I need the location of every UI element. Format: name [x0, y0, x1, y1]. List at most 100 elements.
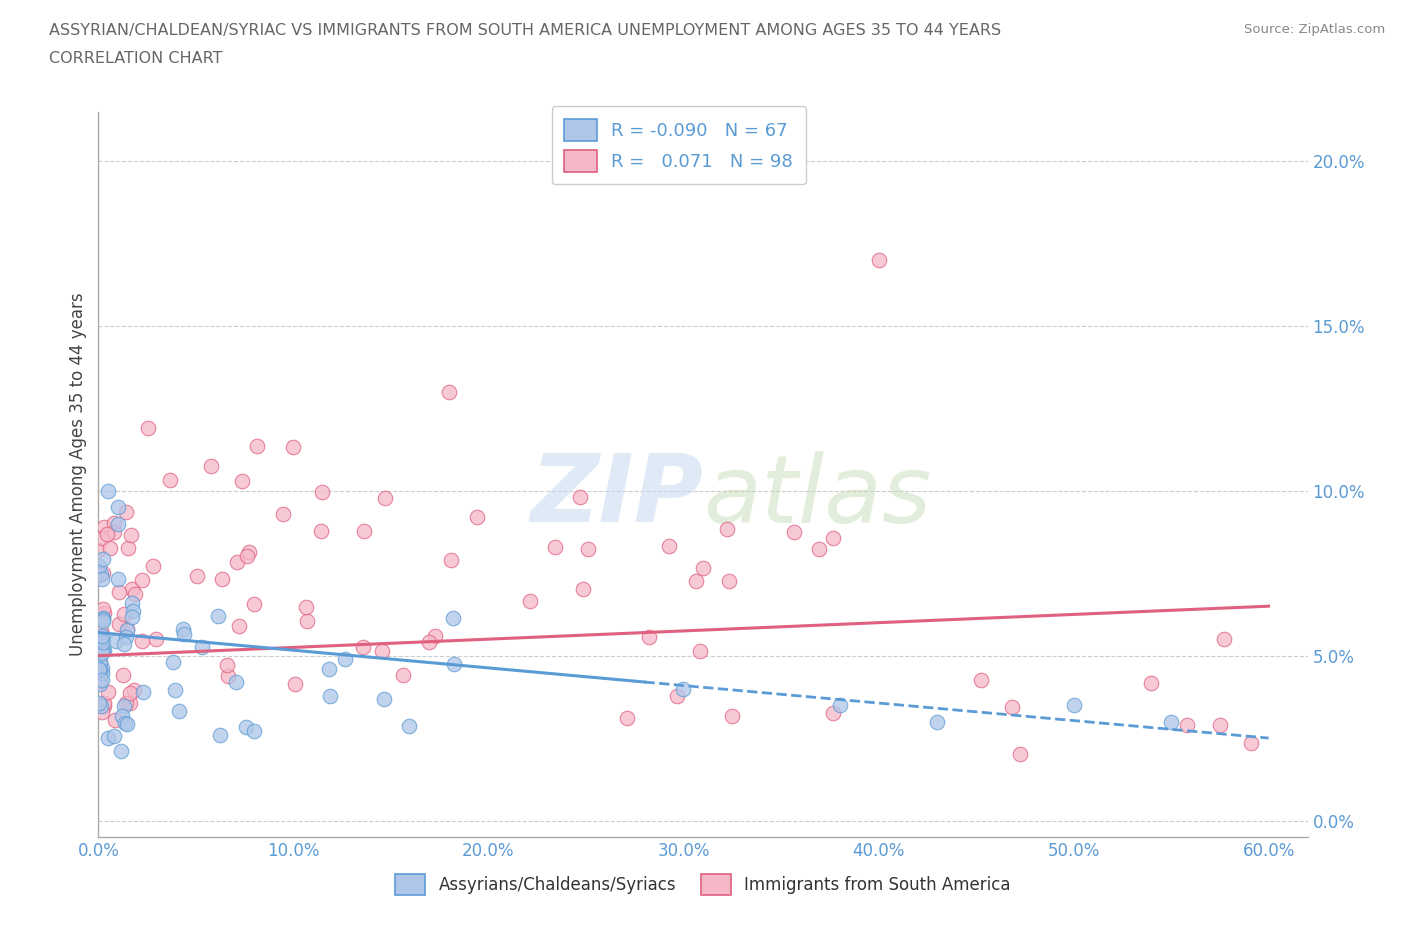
- Point: [89, 662, 111, 677]
- Legend: Assyrians/Chaldeans/Syriacs, Immigrants from South America: Assyrians/Chaldeans/Syriacs, Immigrants …: [388, 868, 1018, 901]
- Point: [371, 644, 394, 658]
- Point: [90, 531, 112, 546]
- Point: [107, 516, 129, 531]
- Point: [104, 712, 127, 727]
- Point: [98, 540, 121, 555]
- Point: [89, 567, 111, 582]
- Point: [692, 561, 714, 576]
- Point: [1001, 699, 1024, 714]
- Point: [425, 629, 447, 644]
- Point: [89, 656, 111, 671]
- Point: [228, 618, 250, 633]
- Point: [576, 541, 599, 556]
- Point: [443, 656, 465, 671]
- Point: [217, 669, 239, 684]
- Point: [638, 629, 661, 644]
- Point: [374, 491, 396, 506]
- Text: CORRELATION CHART: CORRELATION CHART: [49, 51, 222, 66]
- Point: [107, 584, 129, 599]
- Point: [284, 676, 307, 691]
- Point: [441, 610, 464, 625]
- Point: [1212, 631, 1234, 646]
- Point: [136, 420, 159, 435]
- Point: [392, 668, 415, 683]
- Point: [352, 640, 374, 655]
- Point: [131, 633, 153, 648]
- Y-axis label: Unemployment Among Ages 35 to 44 years: Unemployment Among Ages 35 to 44 years: [69, 293, 87, 656]
- Point: [167, 703, 190, 718]
- Point: [115, 696, 138, 711]
- Point: [91, 644, 114, 658]
- Point: [142, 559, 165, 574]
- Point: [90, 631, 112, 646]
- Point: [311, 485, 333, 499]
- Point: [235, 549, 257, 564]
- Point: [90, 632, 112, 647]
- Point: [93, 605, 115, 620]
- Point: [1063, 698, 1085, 712]
- Point: [716, 522, 738, 537]
- Point: [115, 623, 138, 638]
- Point: [311, 524, 333, 538]
- Point: [120, 527, 142, 542]
- Point: [104, 634, 127, 649]
- Point: [159, 472, 181, 487]
- Point: [925, 714, 948, 729]
- Point: [89, 676, 111, 691]
- Point: [112, 637, 135, 652]
- Point: [117, 541, 139, 556]
- Text: ZIP: ZIP: [530, 450, 703, 542]
- Point: [115, 504, 138, 519]
- Point: [172, 621, 194, 636]
- Point: [107, 499, 129, 514]
- Point: [121, 609, 143, 624]
- Point: [89, 695, 111, 710]
- Point: [658, 538, 681, 553]
- Point: [717, 574, 740, 589]
- Point: [318, 661, 340, 676]
- Point: [114, 716, 136, 731]
- Point: [544, 539, 567, 554]
- Point: [821, 530, 844, 545]
- Point: [353, 524, 375, 538]
- Point: [173, 626, 195, 641]
- Point: [672, 681, 695, 696]
- Point: [569, 490, 592, 505]
- Point: [97, 731, 120, 746]
- Point: [297, 614, 319, 629]
- Point: [519, 593, 541, 608]
- Point: [1240, 736, 1263, 751]
- Point: [122, 683, 145, 698]
- Point: [235, 720, 257, 735]
- Point: [319, 689, 342, 704]
- Point: [91, 644, 114, 658]
- Point: [103, 516, 125, 531]
- Point: [89, 673, 111, 688]
- Point: [89, 663, 111, 678]
- Point: [91, 613, 114, 628]
- Point: [163, 683, 186, 698]
- Point: [90, 567, 112, 582]
- Point: [186, 569, 208, 584]
- Point: [90, 625, 112, 640]
- Point: [90, 645, 112, 660]
- Point: [211, 571, 233, 586]
- Point: [398, 719, 420, 734]
- Point: [665, 689, 688, 704]
- Point: [823, 705, 845, 720]
- Point: [90, 644, 112, 658]
- Point: [281, 439, 304, 454]
- Point: [124, 587, 146, 602]
- Point: [93, 520, 115, 535]
- Point: [1175, 717, 1198, 732]
- Point: [689, 644, 711, 658]
- Point: [91, 602, 114, 617]
- Point: [91, 610, 114, 625]
- Point: [808, 541, 831, 556]
- Point: [685, 574, 707, 589]
- Point: [1208, 717, 1230, 732]
- Point: [215, 658, 238, 672]
- Point: [90, 571, 112, 586]
- Point: [225, 554, 247, 569]
- Point: [91, 565, 114, 580]
